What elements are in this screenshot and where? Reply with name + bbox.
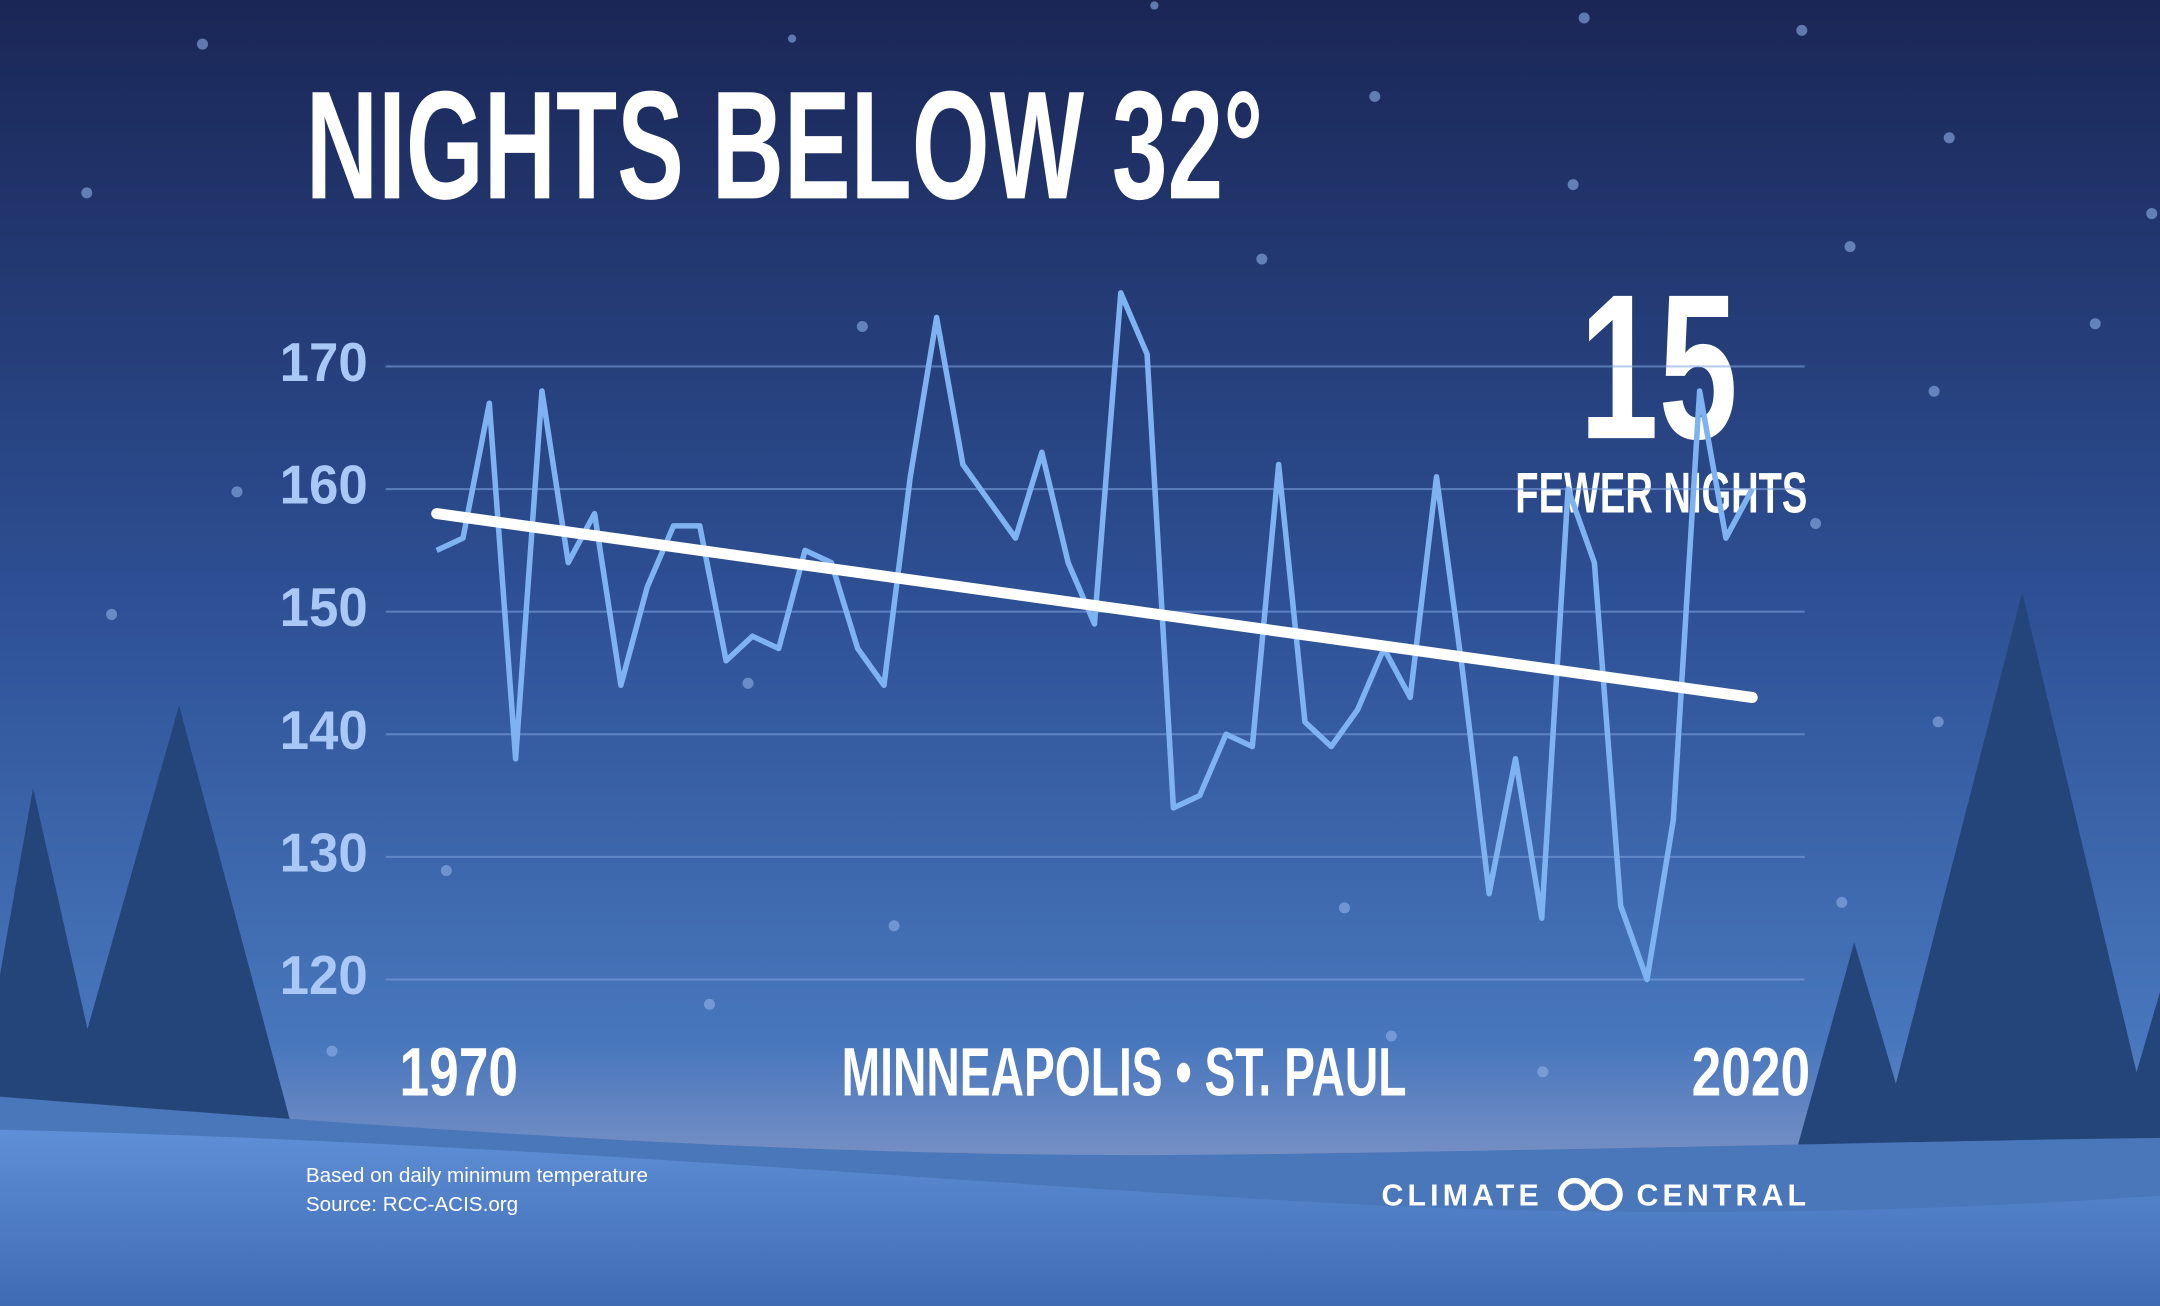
- y-tick-label: 130: [280, 821, 368, 883]
- y-tick-label: 150: [280, 576, 368, 638]
- data-line: [435, 290, 1755, 983]
- x-axis-label: MINNEAPOLIS • ST. PAUL: [842, 1033, 1407, 1110]
- y-tick-label: 120: [280, 944, 368, 1006]
- note: Source: RCC-ACIS.org: [306, 1193, 518, 1216]
- chart-title: NIGHTS BELOW 32°: [306, 58, 1263, 231]
- annotation-text: FEWER NIGHTS: [1515, 461, 1807, 525]
- trend-line: [431, 508, 1758, 704]
- y-tick-label: 170: [280, 331, 368, 393]
- brand-logo: [1558, 1177, 1623, 1211]
- y-tick-label: 140: [280, 699, 368, 761]
- x-tick-label: 2020: [1692, 1033, 1810, 1110]
- brand-right: CENTRAL: [1637, 1179, 1811, 1212]
- hill-front: [0, 1129, 2160, 1306]
- stars: [81, 1, 2158, 1078]
- note: Based on daily minimum temperature: [306, 1164, 648, 1187]
- y-tick-label: 160: [280, 454, 368, 516]
- trees: [0, 592, 2160, 1171]
- brand-left: CLIMATE: [1382, 1179, 1543, 1212]
- x-tick-label: 1970: [399, 1033, 517, 1110]
